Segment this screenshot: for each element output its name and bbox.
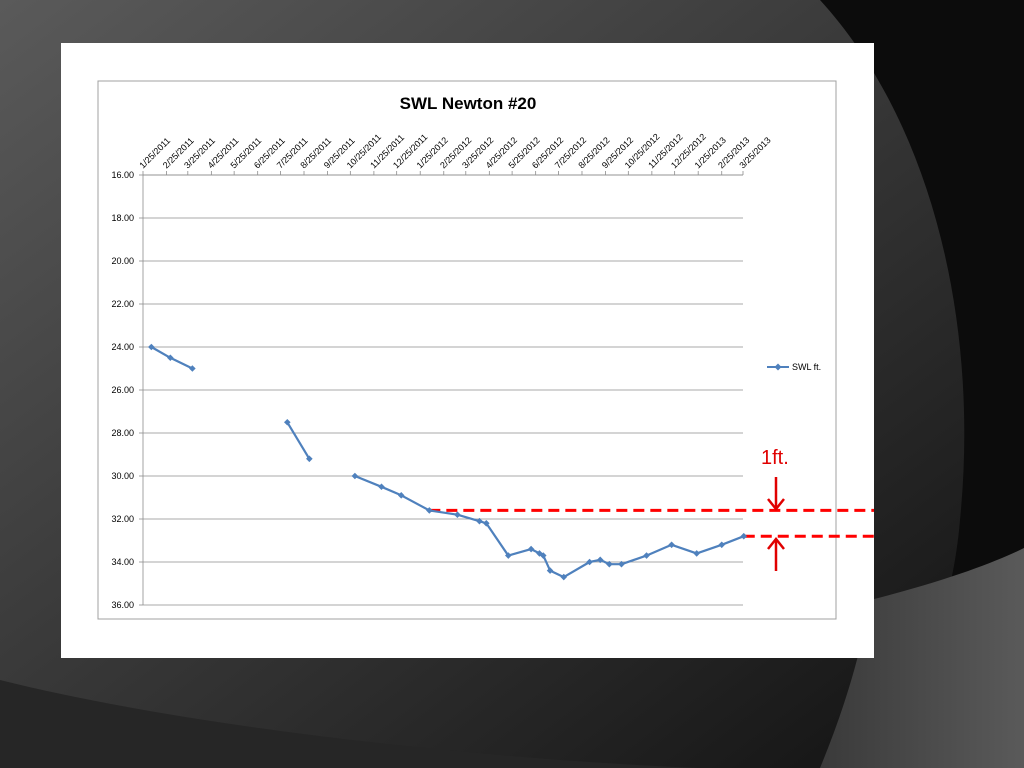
series-line-segment [354,474,745,579]
y-tick-label: 24.00 [111,342,134,352]
y-tick-label: 34.00 [111,557,134,567]
data-point [606,560,613,568]
data-point [189,365,196,372]
annotation: 1ft. [761,447,789,571]
data-point [505,552,512,559]
data-point [740,532,748,540]
data-point [668,541,675,549]
series-line-segment [286,421,311,460]
legend: SWL ft. [767,362,821,372]
data-point [426,507,433,514]
data-point [718,541,726,549]
data-point [527,545,535,553]
chart-slide: SWL Newton #20 16.00 18.00 20.00 22.00 24.00… [61,43,874,658]
swl-chart: SWL Newton #20 16.00 18.00 20.00 22.00 24.00… [97,80,874,620]
arrow-up-icon [767,536,785,550]
data-point [476,517,483,525]
chart-area-border [97,80,837,620]
y-tick-label: 22.00 [111,299,134,309]
series-swl [148,343,748,581]
legend-label: SWL ft. [792,362,821,372]
legend-marker [774,363,782,371]
y-tick-label: 28.00 [111,428,134,438]
y-tick-label: 18.00 [111,213,134,223]
data-point [546,567,554,574]
data-point [306,455,313,463]
y-tick-label: 30.00 [111,471,134,481]
data-point [454,511,461,518]
data-point [560,573,568,581]
data-point [351,472,359,480]
data-point [643,552,650,559]
data-point [397,492,405,499]
annotation-label: 1ft. [761,447,789,469]
data-point [284,418,291,426]
data-point [539,552,547,559]
data-point [482,520,490,527]
data-point [167,354,174,362]
y-tick-label: 20.00 [111,256,134,266]
data-point [693,550,700,557]
y-tick-label: 26.00 [111,385,134,395]
data-point [148,343,155,351]
data-point [586,558,593,566]
data-point [596,556,604,564]
reference-lines [429,508,874,538]
data-point [618,560,625,568]
arrow-down-icon [767,498,785,512]
y-tick-label: 36.00 [111,600,134,610]
data-point [378,483,385,491]
y-tick-label: 16.00 [111,170,134,180]
chart-title: SWL Newton #20 [400,94,537,113]
y-tick-label: 32.00 [111,514,134,524]
